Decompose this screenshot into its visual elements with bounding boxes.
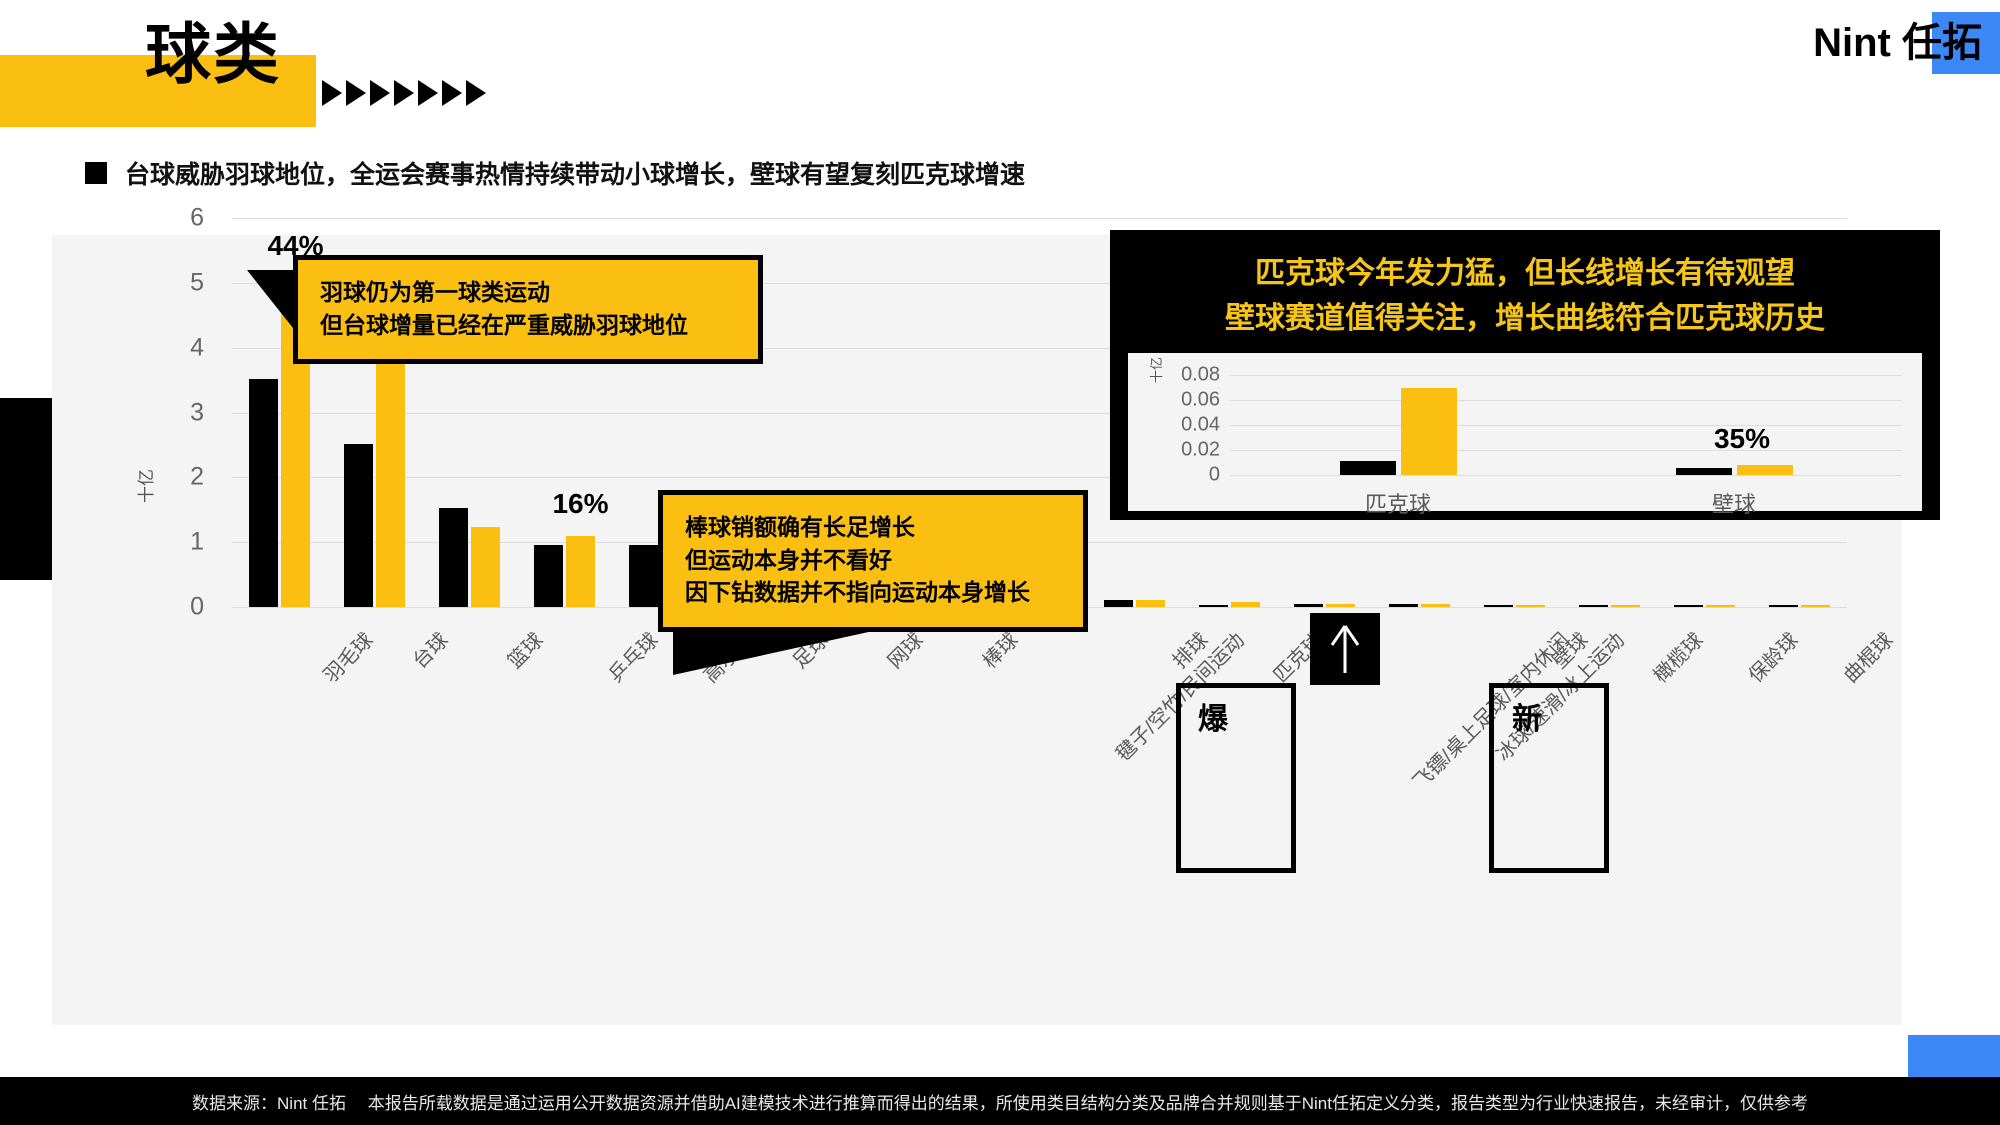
brand-logo: Nint 任拓: [1813, 10, 2000, 74]
gridline: [232, 347, 1847, 349]
arrow-decoration: [322, 80, 486, 106]
highlight-box-squash: [1489, 683, 1609, 873]
bar: [1579, 605, 1608, 607]
y-tick-label: 4: [190, 333, 204, 362]
title-highlight-bar: [0, 55, 316, 127]
gridline: [232, 218, 1847, 219]
callout-badminton: 羽球仍为第一球类运动 但台球增量已经在严重威胁羽球地位: [247, 255, 763, 365]
footer-accent-square: [1908, 1035, 2000, 1077]
growth-percent-label: 16%: [552, 487, 609, 519]
bar: [1326, 603, 1355, 607]
inset-heading-line: 匹克球今年发力猛，但长线增长有待观望: [1255, 257, 1795, 290]
bar: [249, 378, 278, 607]
highlight-tag-pickleball: 爆: [1198, 703, 1228, 736]
y-tick-label: 0: [190, 592, 204, 621]
bar: [1199, 605, 1228, 607]
logo-accent-square: [1932, 12, 2000, 74]
bar: [1339, 461, 1396, 475]
bar: [1674, 605, 1703, 607]
bar: [1706, 605, 1735, 607]
gridline: [232, 477, 1847, 479]
callout-tail-icon: [673, 630, 873, 675]
y-tick-label: 5: [190, 268, 204, 297]
callout-line: 羽球仍为第一球类运动: [320, 279, 550, 305]
gridline: [232, 282, 1847, 284]
footer-text: 数据来源：Nint 任拓 本报告所载数据是通过运用公开数据资源并借助AI建模技术…: [192, 1093, 1808, 1113]
bar: [1611, 605, 1640, 607]
left-edge-tab: [0, 398, 52, 580]
bar: [1736, 465, 1793, 475]
category-label: 匹克球: [1364, 492, 1432, 517]
footer-bar: 数据来源：Nint 任拓 本报告所载数据是通过运用公开数据资源并借助AI建模技术…: [0, 1077, 2000, 1125]
gridline: [1230, 375, 1902, 376]
callout-line: 但台球增量已经在严重威胁羽球地位: [320, 311, 688, 338]
bar: [471, 527, 500, 607]
bar: [1400, 387, 1457, 475]
y-tick-label: 3: [190, 398, 204, 426]
bar: [1801, 605, 1830, 607]
y-tick-label: 0: [1208, 463, 1220, 486]
y-tick-label: 0.08: [1181, 363, 1220, 386]
bar: [1675, 467, 1732, 475]
inset-chart-panel: 十亿 0 0.02 0.04 0.06 0.08 匹克球 壁球 35%: [1128, 353, 1922, 517]
subtitle-row: 台球威胁羽球地位，全运会赛事热情持续带动小球增长，壁球有望复刻匹克球增速: [85, 155, 1025, 191]
gridline: [232, 412, 1847, 414]
bar: [439, 507, 468, 607]
bar: [376, 337, 405, 607]
bar: [566, 535, 595, 607]
subtitle-text: 台球威胁羽球地位，全运会赛事热情持续带动小球增长，壁球有望复刻匹克球增速: [125, 161, 1026, 189]
bullet-square-icon: [85, 162, 107, 184]
bar: [1769, 605, 1798, 607]
gridline: [1230, 425, 1902, 426]
growth-percent-label: 35%: [1713, 423, 1771, 454]
upward-arrow-icon: [1310, 613, 1380, 685]
callout-line: 但运动本身并不看好: [685, 546, 892, 573]
bar: [1389, 603, 1418, 607]
callout-line: 因下钻数据并不指向运动本身增长: [685, 579, 1030, 606]
callout-baseball: 棒球销额确有长足增长 但运动本身并不看好 因下钻数据并不指向运动本身增长: [658, 490, 1088, 675]
bar: [1484, 605, 1513, 607]
logo-text: Nint 任拓: [1813, 21, 1982, 65]
bar: [1294, 604, 1323, 607]
highlight-tag-squash: 新: [1512, 703, 1542, 736]
bar: [1421, 604, 1450, 607]
bar: [534, 544, 563, 607]
y-tick-label: 2: [190, 462, 204, 491]
bar: [1231, 602, 1260, 607]
y-tick-label: 0.04: [1181, 413, 1220, 436]
y-tick-label: 6: [190, 203, 204, 232]
category-label: 壁球: [1711, 492, 1757, 517]
callout-tail-icon: [247, 270, 293, 328]
page-title: 球类: [145, 17, 281, 91]
callout-line: 棒球销额确有长足增长: [685, 514, 915, 540]
gridline: [1230, 475, 1902, 476]
gridline: [1230, 450, 1902, 451]
bar: [629, 544, 658, 607]
bar: [1104, 599, 1133, 607]
highlight-box-pickleball: [1176, 683, 1296, 873]
bar: [1516, 605, 1545, 607]
inset-heading-line: 壁球赛道值得关注，增长曲线符合匹克球历史: [1225, 302, 1825, 335]
y-tick-label: 0.02: [1181, 438, 1220, 461]
inset-heading: 匹克球今年发力猛，但长线增长有待观望 壁球赛道值得关注，增长曲线符合匹克球历史: [1113, 251, 1937, 341]
y-tick-label: 0.06: [1181, 388, 1220, 411]
y-tick-label: 1: [190, 527, 204, 556]
gridline: [1230, 400, 1902, 401]
bar: [344, 443, 373, 607]
bar: [1136, 599, 1165, 607]
